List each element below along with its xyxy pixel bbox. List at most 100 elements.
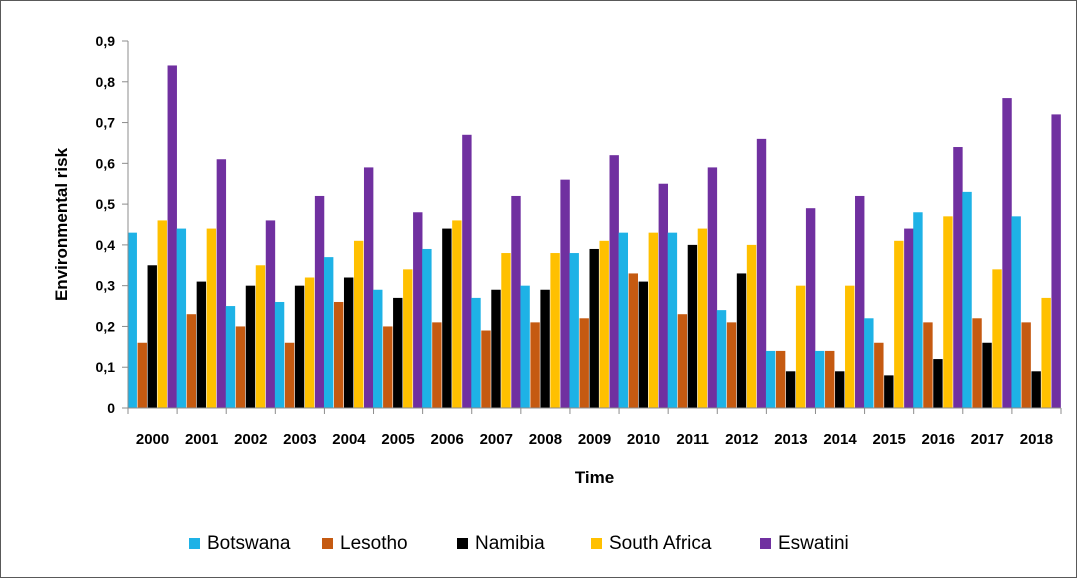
bar-eswatini — [756, 138, 767, 408]
bar-south-africa — [353, 240, 364, 408]
legend: Botswana Lesotho Namibia South Africa Eswati… — [189, 533, 849, 554]
bar-south-africa — [452, 220, 462, 408]
bar-lesotho — [333, 301, 344, 408]
legend-swatch — [591, 538, 602, 549]
bar-eswatini — [167, 65, 177, 408]
x-tick-label: 2010 — [627, 431, 660, 448]
bar-south-africa — [648, 232, 659, 408]
bar-lesotho — [628, 273, 639, 408]
legend-label: Botswana — [207, 533, 291, 554]
bar-south-africa — [992, 269, 1002, 408]
x-axis-ticks: 2000 2001 2002 2003 2004 2005 2006 2007 2008 2009… — [127, 408, 1062, 448]
bar-namibia — [687, 244, 698, 408]
bar-lesotho — [874, 342, 884, 408]
x-tick-label: 2011 — [676, 431, 709, 448]
bar-south-africa — [795, 285, 806, 408]
bar-botswana — [864, 318, 874, 408]
bar-botswana — [520, 285, 530, 408]
legend-swatch — [760, 538, 771, 549]
bar-namibia — [147, 265, 157, 408]
bar-namibia — [982, 342, 992, 408]
bar-botswana — [815, 350, 825, 408]
x-tick-label: 2005 — [381, 431, 414, 448]
x-tick-label: 2017 — [971, 431, 1004, 448]
bar-botswana — [618, 232, 629, 408]
legend-label: Namibia — [475, 533, 545, 554]
y-axis-ticks: 0 0,1 0,2 0,3 0,4 0,5 0,6 0,7 0,8 0,9 — [96, 33, 128, 416]
bar-lesotho — [383, 326, 393, 408]
bar-namibia — [736, 273, 747, 408]
bar-eswatini — [413, 212, 423, 408]
bar-south-africa — [206, 228, 217, 408]
bar-eswatini — [265, 220, 276, 408]
y-tick-label: 0,4 — [96, 237, 116, 253]
x-tick-label: 2013 — [774, 431, 807, 448]
bar-south-africa — [697, 228, 708, 408]
x-axis-title: Time — [575, 468, 614, 487]
legend-swatch — [457, 538, 468, 549]
bar-namibia — [835, 371, 845, 408]
x-tick-label: 2003 — [283, 431, 316, 448]
bar-lesotho — [677, 314, 688, 408]
x-tick-label: 2000 — [136, 431, 169, 448]
bar-eswatini — [953, 147, 963, 408]
bar-lesotho — [726, 322, 737, 408]
bar-lesotho — [137, 342, 147, 408]
bar-eswatini — [855, 195, 865, 408]
bar-south-africa — [746, 244, 757, 408]
bar-botswana — [323, 257, 334, 408]
y-tick-label: 0,3 — [96, 278, 116, 294]
x-tick-label: 2006 — [430, 431, 463, 448]
bar-eswatini — [216, 159, 227, 408]
bar-south-africa — [1041, 297, 1051, 408]
x-tick-label: 2014 — [823, 431, 857, 448]
y-tick-label: 0,7 — [96, 115, 116, 131]
bar-eswatini — [1002, 98, 1012, 408]
y-tick-label: 0,1 — [96, 359, 116, 375]
bar-botswana — [1011, 216, 1021, 408]
bar-lesotho — [186, 314, 197, 408]
y-tick-label: 0 — [107, 400, 115, 416]
bar-lesotho — [923, 322, 933, 408]
x-tick-label: 2002 — [234, 431, 267, 448]
bar-namibia — [196, 281, 207, 408]
y-tick-label: 0,5 — [96, 196, 116, 212]
bar-botswana — [667, 232, 678, 408]
bar-botswana — [176, 228, 187, 408]
bar-lesotho — [432, 322, 442, 408]
legend-label: Lesotho — [340, 533, 408, 554]
bar-eswatini — [904, 228, 914, 408]
bar-south-africa — [157, 220, 167, 408]
bar-lesotho — [284, 342, 295, 408]
x-tick-label: 2015 — [872, 431, 905, 448]
bar-namibia — [343, 277, 354, 408]
bar-eswatini — [609, 155, 619, 408]
bar-botswana — [716, 310, 727, 408]
x-tick-label: 2007 — [480, 431, 513, 448]
bar-botswana — [225, 306, 236, 408]
bar-botswana — [274, 301, 285, 408]
bar-south-africa — [255, 265, 266, 408]
bar-namibia — [442, 228, 452, 408]
x-tick-label: 2008 — [529, 431, 562, 448]
bar-lesotho — [825, 350, 835, 408]
bar-eswatini — [462, 134, 472, 409]
bar-namibia — [785, 371, 796, 408]
legend-swatch — [322, 538, 333, 549]
bar-eswatini — [560, 179, 570, 408]
bar-lesotho — [1021, 322, 1031, 408]
x-tick-label: 2004 — [332, 431, 366, 448]
bar-botswana — [962, 191, 972, 408]
bar-eswatini — [658, 183, 669, 408]
bar-eswatini — [314, 195, 325, 408]
bar-lesotho — [530, 322, 540, 408]
bar-eswatini — [1051, 114, 1061, 409]
bar-south-africa — [501, 253, 511, 408]
bar-lesotho — [481, 330, 491, 408]
y-axis-title: Environmental risk — [52, 147, 71, 301]
bar-south-africa — [403, 269, 413, 408]
x-tick-label: 2009 — [578, 431, 611, 448]
bar-lesotho — [579, 318, 589, 408]
bar-namibia — [884, 375, 894, 408]
